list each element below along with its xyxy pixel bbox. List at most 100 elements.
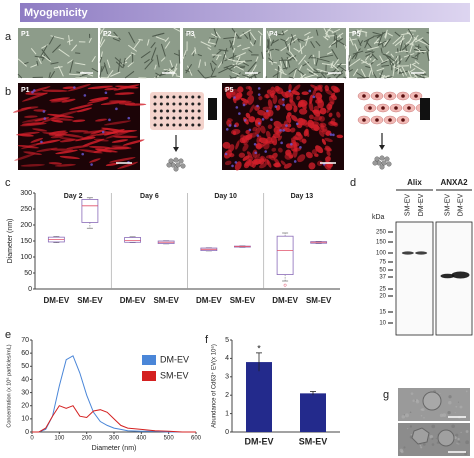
cell-texture xyxy=(352,68,359,77)
nucleus xyxy=(115,107,118,111)
cell-texture xyxy=(68,35,71,46)
arrow-head xyxy=(173,147,179,152)
nucleus-dot xyxy=(159,95,163,99)
nucleus xyxy=(282,129,285,132)
nucleus xyxy=(40,140,43,144)
nucleus xyxy=(231,164,234,168)
blot-frame xyxy=(395,221,434,336)
cell-stain xyxy=(69,130,89,133)
y-tick-label: 0 xyxy=(225,429,229,436)
cell-texture xyxy=(163,68,170,71)
cell-texture xyxy=(288,67,298,75)
cell-stain xyxy=(23,115,38,118)
cell-texture xyxy=(297,69,305,75)
cell-texture xyxy=(155,32,165,36)
cell-texture xyxy=(365,50,374,54)
y-tick-label: 4 xyxy=(225,355,229,362)
nucleus-dot xyxy=(178,109,182,113)
tem-grain xyxy=(401,415,405,419)
cell-texture xyxy=(106,59,111,69)
cell-texture xyxy=(371,71,377,79)
cell-stain xyxy=(234,161,242,171)
cell-texture xyxy=(330,38,343,47)
cell-stain xyxy=(87,98,109,104)
cell-texture xyxy=(413,34,419,41)
cell-texture xyxy=(424,75,430,79)
cell-stain xyxy=(330,85,341,93)
cell-texture xyxy=(344,44,347,50)
cell-texture xyxy=(381,75,390,79)
cell-stain xyxy=(273,158,280,165)
cell-stain xyxy=(284,152,294,160)
cell-texture xyxy=(211,60,217,66)
series-line xyxy=(32,355,196,433)
nucleus xyxy=(285,124,288,127)
y-tick-label: 2 xyxy=(225,392,229,399)
cell-texture xyxy=(384,32,388,39)
nucleus xyxy=(101,130,105,134)
fluorescence-image xyxy=(18,83,140,170)
cell-texture xyxy=(284,40,289,51)
nucleus-dot xyxy=(197,123,201,127)
cell-texture xyxy=(409,42,415,46)
cell-texture xyxy=(36,60,39,66)
cell-texture xyxy=(253,40,257,45)
receptor-box xyxy=(420,98,430,120)
cell-texture xyxy=(248,49,253,54)
cell-stain xyxy=(327,101,334,107)
tem-grain xyxy=(405,413,409,418)
myoblast-nucleus xyxy=(407,106,411,110)
cell-stain xyxy=(236,92,243,98)
cell-texture xyxy=(223,64,234,69)
cell-stain xyxy=(267,109,274,117)
x-tick-label: DM-EV xyxy=(245,436,274,446)
cell-texture xyxy=(229,39,234,50)
cell-texture xyxy=(257,30,263,36)
marker-label: 10 xyxy=(379,321,386,327)
cell-stain xyxy=(330,92,336,98)
cell-texture xyxy=(144,59,150,64)
nucleus xyxy=(280,141,283,145)
tem-grain xyxy=(448,395,452,399)
cell-stain xyxy=(228,144,235,152)
cell-stain xyxy=(267,124,273,130)
myoblast-nucleus xyxy=(375,94,379,98)
cell-texture xyxy=(200,41,212,48)
nucleus xyxy=(81,152,85,156)
cell-stain xyxy=(104,87,117,91)
vesicle-tem xyxy=(437,429,455,447)
cell-stain xyxy=(284,90,292,98)
cell-texture xyxy=(17,73,23,79)
cell-stain xyxy=(117,161,139,170)
cell-stain xyxy=(270,86,275,92)
nucleus-dot xyxy=(159,102,163,106)
cell-stain xyxy=(103,120,132,126)
cell-stain xyxy=(111,145,129,149)
nucleus-dot xyxy=(178,95,182,99)
nucleus xyxy=(233,96,236,99)
phase-image xyxy=(349,28,429,78)
cell-texture xyxy=(358,28,362,38)
cell-texture xyxy=(273,33,284,36)
cell-texture xyxy=(348,58,361,67)
cell-texture xyxy=(331,59,339,69)
nucleus-dot xyxy=(197,102,201,106)
cell-texture xyxy=(401,42,411,51)
cell-texture xyxy=(373,38,380,45)
cell-texture xyxy=(240,60,246,63)
cell-texture xyxy=(106,69,114,79)
tem-grain xyxy=(410,392,414,395)
cell-stain xyxy=(258,156,265,163)
cell-texture xyxy=(313,71,325,74)
box xyxy=(124,237,141,243)
cell-texture xyxy=(310,41,316,49)
cell-texture xyxy=(354,43,359,52)
passage-label: P5 xyxy=(352,31,361,38)
cell-texture xyxy=(215,55,220,61)
cell-texture xyxy=(252,70,256,79)
cell-stain xyxy=(300,100,307,110)
cell-stain xyxy=(100,100,127,105)
cell-stain xyxy=(21,92,48,102)
cell-stain xyxy=(50,99,68,103)
cell-texture xyxy=(279,68,282,75)
